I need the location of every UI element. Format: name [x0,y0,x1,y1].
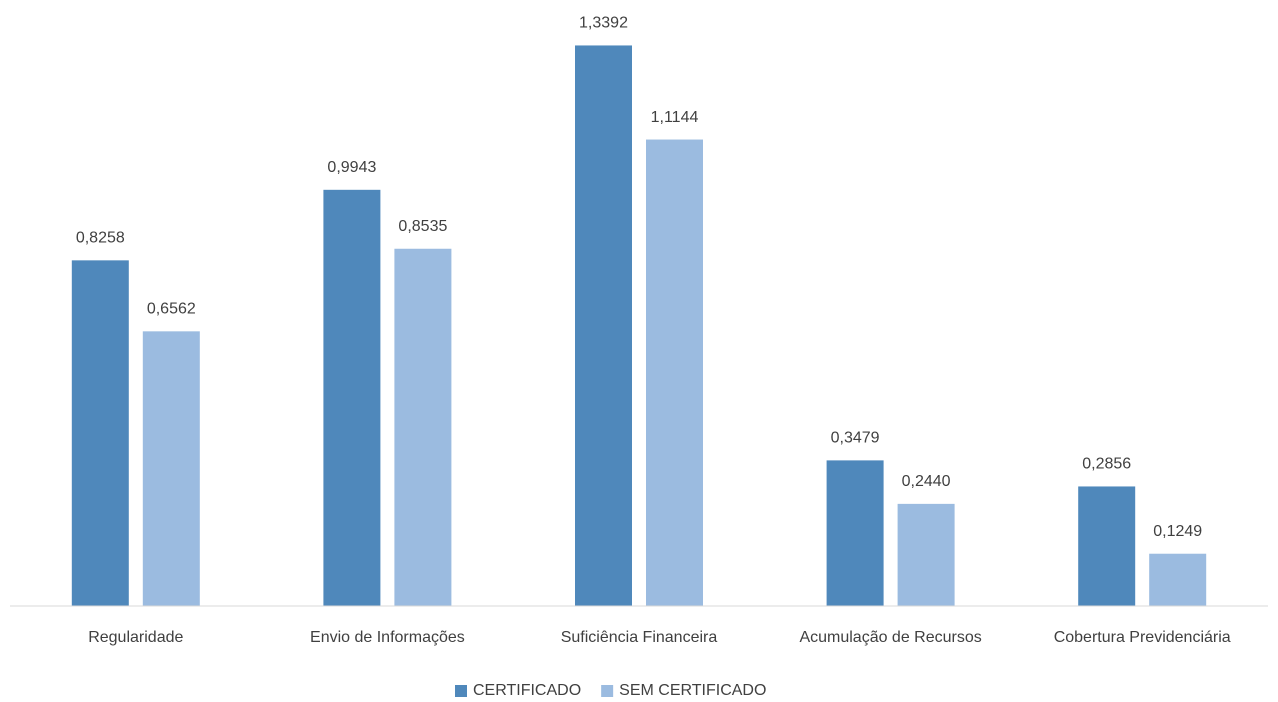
value-label: 0,1249 [1153,523,1202,540]
value-label: 0,6562 [147,301,196,318]
value-label: 0,3479 [831,430,880,447]
legend-label: CERTIFICADO [473,682,581,699]
x-tick-label: Envio de Informações [310,629,465,646]
bar [1078,486,1136,606]
bar [897,503,955,606]
bar [71,260,129,606]
bar [575,45,632,606]
x-tick-label: Acumulação de Recursos [799,629,981,646]
bar [323,189,381,606]
value-label: 0,8258 [76,230,125,247]
value-label: 1,3392 [579,15,628,32]
bar [142,331,200,606]
legend-swatch [601,685,614,697]
value-label: 1,1144 [651,109,699,126]
x-tick-label: Regularidade [88,629,183,646]
bar [394,248,452,607]
bar [646,139,703,606]
x-tick-label: Cobertura Previdenciária [1054,629,1231,646]
value-label: 0,9943 [327,159,376,176]
x-tick-label: Suficiência Financeira [561,629,718,646]
bar [1149,553,1207,606]
legend-label: SEM CERTIFICADO [619,682,766,699]
bar [826,460,884,606]
value-label: 0,2856 [1082,456,1131,473]
value-label: 0,2440 [902,473,951,490]
legend-swatch [455,685,467,697]
value-label: 0,8535 [398,218,447,235]
